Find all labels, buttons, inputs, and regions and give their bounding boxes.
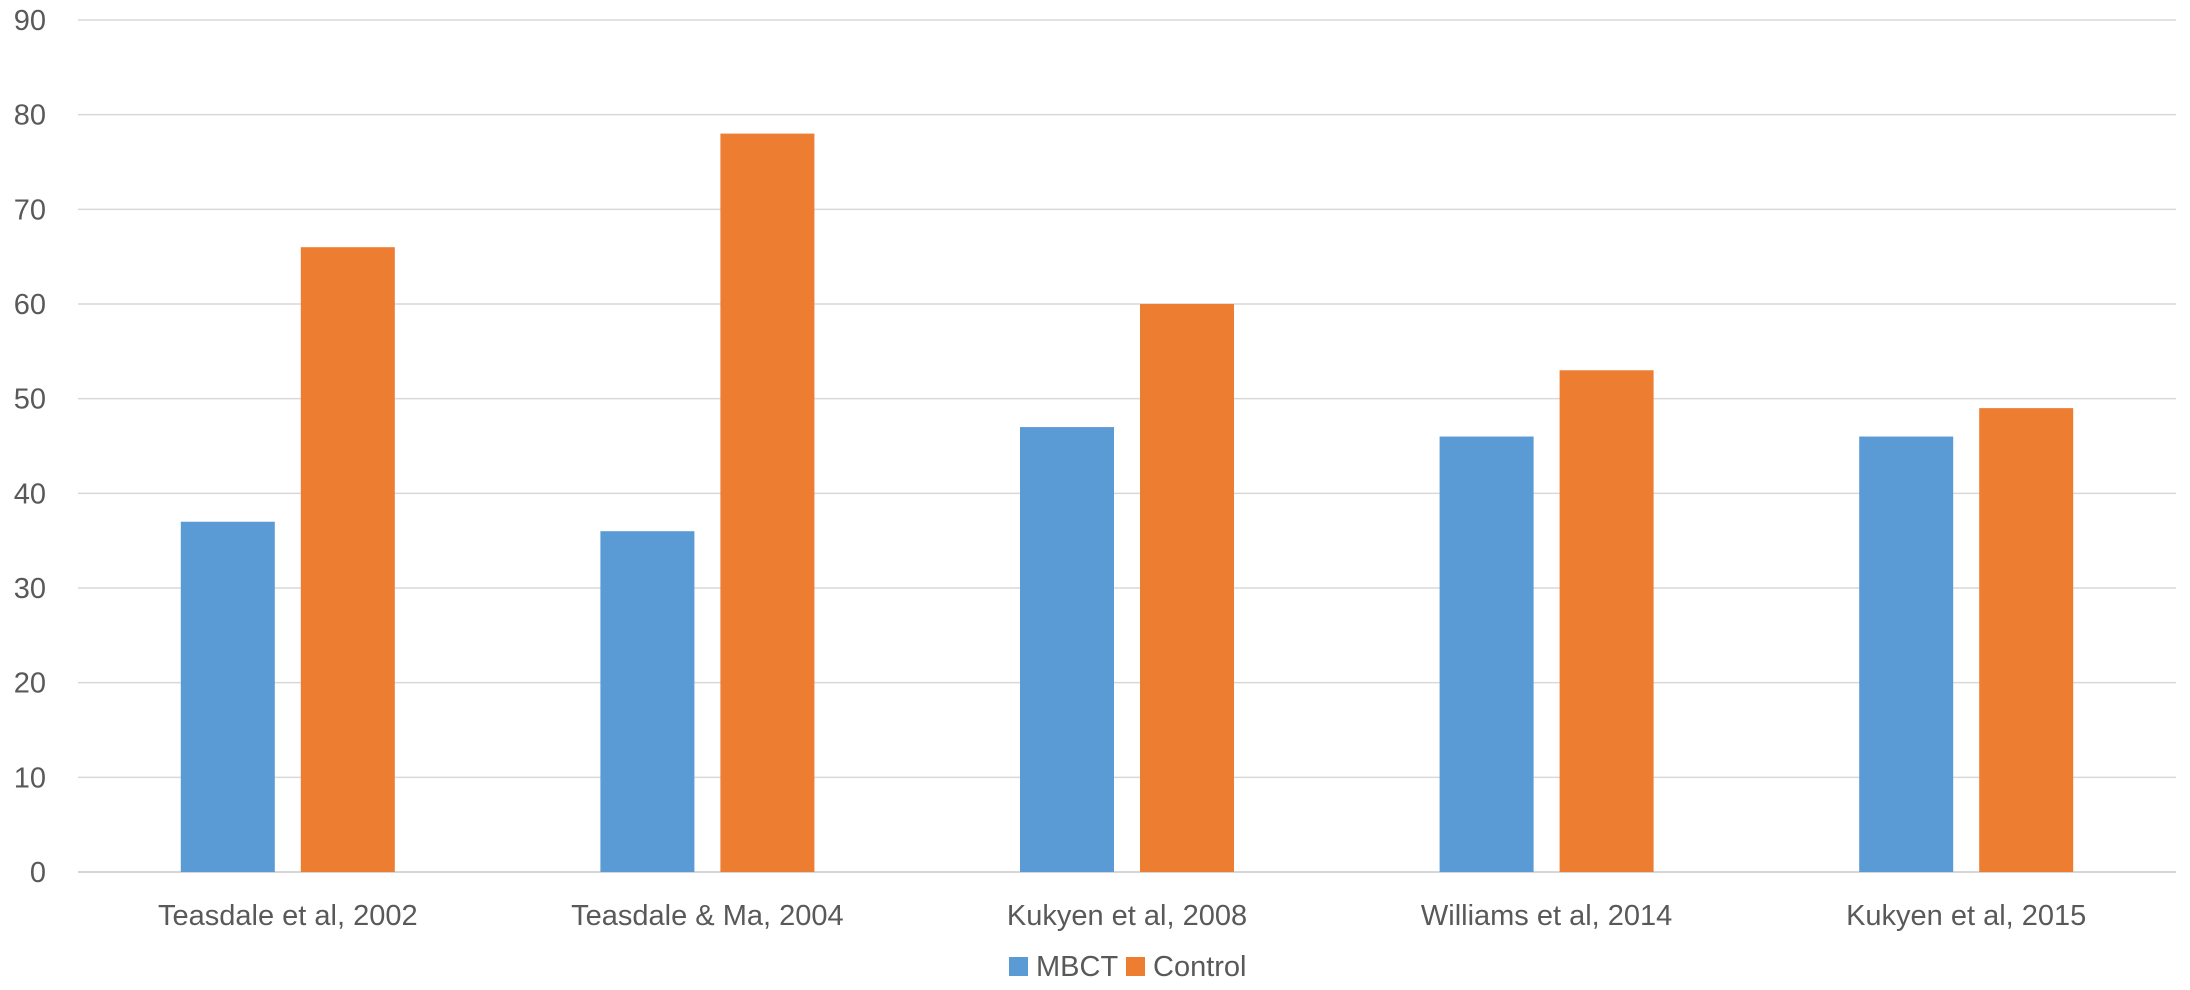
bar-mbct-0 [180, 521, 275, 872]
y-tick-label: 40 [14, 478, 46, 510]
y-tick-label: 10 [14, 762, 46, 794]
bar-mbct-1 [600, 531, 695, 872]
x-axis: Teasdale et al, 2002 Teasdale & Ma, 2004 K… [158, 900, 2086, 932]
bar-control-2 [1140, 304, 1234, 872]
bar-control-1 [720, 133, 815, 873]
x-category-label: Kukyen et al, 2015 [1846, 900, 2086, 932]
y-tick-label: 90 [14, 5, 46, 37]
x-category-label: Teasdale et al, 2002 [158, 900, 418, 932]
legend: MBCT Control [1009, 951, 1247, 983]
legend-label-control: Control [1153, 951, 1247, 983]
bars [180, 133, 2074, 873]
bar-control-4 [1979, 408, 2074, 872]
y-tick-label: 30 [14, 573, 46, 605]
x-category-label: Teasdale & Ma, 2004 [571, 900, 843, 932]
legend-label-mbct: MBCT [1036, 951, 1118, 983]
y-tick-label: 0 [30, 857, 46, 889]
bar-control-0 [300, 247, 395, 872]
y-tick-label: 80 [14, 100, 46, 132]
bar-mbct-2 [1020, 427, 1114, 872]
y-tick-label: 50 [14, 384, 46, 416]
y-tick-label: 20 [14, 668, 46, 700]
x-category-label: Kukyen et al, 2008 [1007, 900, 1247, 932]
bar-control-3 [1559, 370, 1654, 872]
y-tick-label: 70 [14, 194, 46, 226]
bar-mbct-4 [1859, 436, 1954, 872]
legend-swatch-mbct [1009, 957, 1028, 976]
x-category-label: Williams et al, 2014 [1421, 900, 1672, 932]
gridlines [78, 19, 2176, 873]
legend-swatch-control [1126, 957, 1145, 976]
y-tick-label: 60 [14, 289, 46, 321]
bar-mbct-3 [1439, 436, 1534, 872]
y-axis: 0 10 20 30 40 50 60 70 80 90 [14, 5, 46, 889]
